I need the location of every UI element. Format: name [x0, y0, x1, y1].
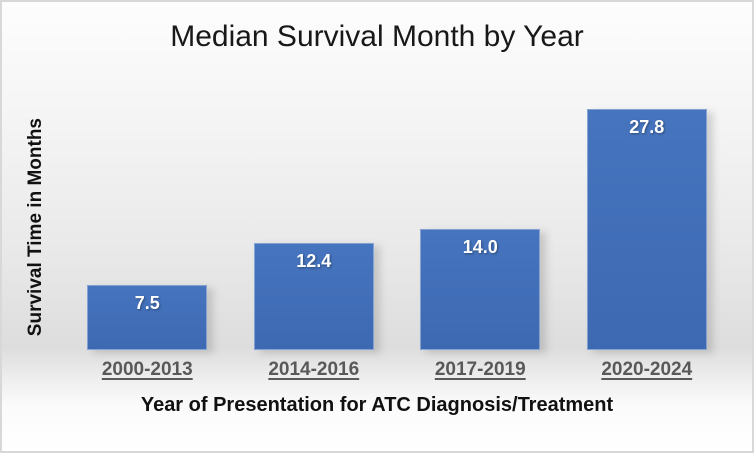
category-label-2000-2013: 2000-2013 — [101, 359, 193, 380]
bar-2017-2019: 14.0 — [420, 229, 541, 350]
bar-column: 14.0 — [397, 90, 564, 350]
bar-value-label: 27.8 — [629, 117, 665, 137]
y-axis-title: Survival Time in Months — [8, 82, 64, 372]
category-label-2017-2019: 2017-2019 — [434, 359, 526, 380]
x-axis-title: Year of Presentation for ATC Diagnosis/T… — [140, 394, 614, 416]
bar-2000-2013: 7.5 — [87, 285, 208, 350]
bar-value-label: 7.5 — [134, 293, 160, 313]
bar-2020-2024: 27.8 — [586, 109, 707, 350]
y-axis-title-text: Survival Time in Months — [25, 117, 46, 337]
plot-area: 7.5 12.4 14.0 27.8 — [64, 90, 730, 350]
bar-2014-2016: 12.4 — [253, 243, 374, 350]
bar-column: 12.4 — [231, 90, 398, 350]
category-axis: 2000-2013 2014-2016 2017-2019 2020-2024 — [64, 359, 730, 381]
category-label-2014-2016: 2014-2016 — [268, 359, 360, 380]
chart-title: Median Survival Month by Year — [170, 20, 584, 53]
bar-column: 27.8 — [564, 90, 731, 350]
bar-column: 7.5 — [64, 90, 231, 350]
category-label-2020-2024: 2020-2024 — [601, 359, 693, 380]
bar-value-label: 14.0 — [462, 237, 498, 257]
bar-value-label: 12.4 — [296, 251, 332, 271]
